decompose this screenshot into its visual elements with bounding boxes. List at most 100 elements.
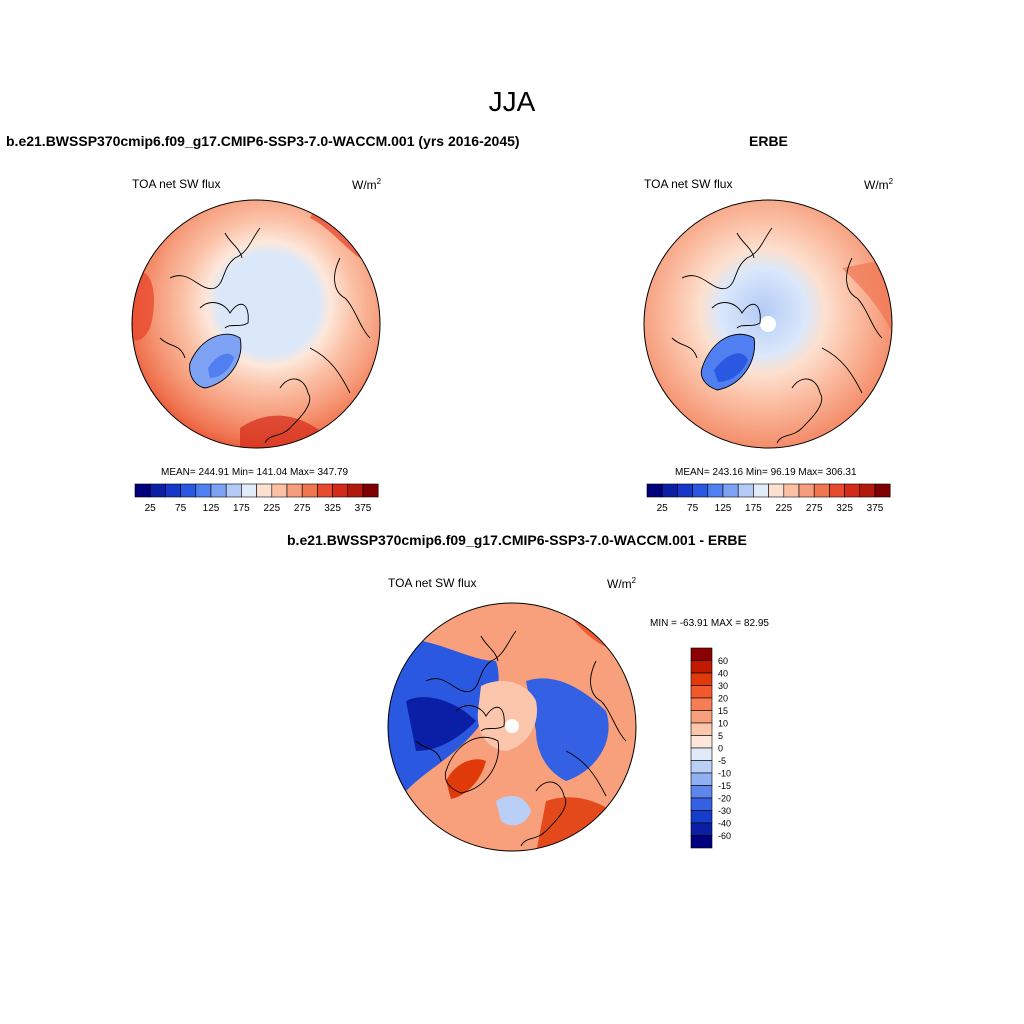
diff-pole-hole bbox=[505, 719, 519, 733]
diff-variable-label: TOA net SW flux bbox=[388, 576, 477, 590]
diff-colorbar-box bbox=[690, 697, 713, 711]
diff-colorbar-label: 10 bbox=[718, 719, 728, 729]
diff-colorbar-box bbox=[690, 772, 713, 786]
obs-colorbar-box bbox=[844, 483, 861, 498]
model-colorbar-box bbox=[195, 483, 212, 498]
diff-arctic-archipelago-negative bbox=[406, 697, 476, 751]
model-colorbar-box bbox=[332, 483, 349, 498]
obs-colorbar-label: 275 bbox=[806, 503, 823, 514]
obs-colorbar-label: 225 bbox=[775, 503, 792, 514]
model-colorbar-box bbox=[271, 483, 288, 498]
model-colorbar-box bbox=[149, 483, 166, 498]
diff-colorbar-label: 40 bbox=[718, 669, 728, 679]
obs-colorbar-box bbox=[661, 483, 678, 498]
model-colorbar-label: 325 bbox=[324, 503, 341, 514]
model-colorbar-box bbox=[165, 483, 181, 498]
diff-colorbar-label: -10 bbox=[718, 769, 731, 779]
model-colorbar-label: 275 bbox=[294, 503, 311, 514]
diff-map-border bbox=[387, 602, 637, 852]
model-field bbox=[132, 200, 380, 448]
diff-colorbar-box bbox=[690, 810, 713, 824]
obs-coastlines bbox=[671, 227, 883, 444]
diff-colorbar-box bbox=[690, 747, 713, 761]
figure-title: JJA bbox=[488, 86, 536, 117]
model-colorbar-label: 125 bbox=[203, 503, 220, 514]
obs-panel-title: ERBE bbox=[749, 133, 788, 149]
model-colorbar-label: 75 bbox=[175, 503, 187, 514]
obs-colorbar-label: 325 bbox=[836, 503, 853, 514]
model-colorbar-box bbox=[134, 483, 151, 498]
model-colorbar-label: 375 bbox=[355, 503, 372, 514]
obs-polar-map bbox=[643, 199, 893, 449]
diff-greenland-positive bbox=[446, 759, 486, 799]
diff-colorbar-label: 15 bbox=[718, 706, 728, 716]
diff-colorbar-box bbox=[690, 710, 713, 724]
model-colorbar-box bbox=[180, 483, 197, 498]
diff-colorbar-box bbox=[690, 822, 713, 836]
obs-colorbar-box bbox=[692, 483, 709, 498]
diff-colorbar-box bbox=[690, 760, 713, 774]
obs-colorbar-label: 125 bbox=[715, 503, 732, 514]
obs-colorbar-box bbox=[783, 483, 800, 498]
diff-colorbar-label: -5 bbox=[718, 756, 726, 766]
model-units-label: W/m2 bbox=[352, 177, 382, 192]
diff-colorbar-label: -60 bbox=[718, 831, 731, 841]
diff-colorbar-box bbox=[690, 797, 713, 811]
diff-colorbar-box bbox=[690, 672, 713, 686]
model-colorbar-label: 225 bbox=[263, 503, 280, 514]
diff-atlantic-negative bbox=[496, 795, 531, 826]
diff-polar-map bbox=[387, 602, 637, 852]
model-colorbar-box bbox=[210, 483, 227, 498]
model-colorbar-box bbox=[225, 483, 242, 498]
diff-colorbar-label: -40 bbox=[718, 819, 731, 829]
diff-colorbar: 60 40 30 20 15 10 5 0 -5 -10 -15 -20 -30 -40 -60 bbox=[690, 647, 731, 849]
obs-colorbar-label: 175 bbox=[745, 503, 762, 514]
model-polar-map bbox=[131, 199, 381, 449]
obs-colorbar-box bbox=[874, 483, 891, 498]
obs-pole-hole bbox=[760, 316, 776, 332]
obs-colorbar-box bbox=[829, 483, 845, 498]
diff-colorbar-label: 5 bbox=[718, 731, 723, 741]
obs-colorbar-box bbox=[677, 483, 693, 498]
model-panel-title: b.e21.BWSSP370cmip6.f09_g17.CMIP6-SSP3-7… bbox=[6, 133, 520, 149]
diff-units-label: W/m2 bbox=[607, 576, 637, 591]
obs-colorbar-label: 75 bbox=[687, 503, 699, 514]
diff-colorbar-box bbox=[690, 660, 713, 674]
model-colorbar-box bbox=[362, 483, 379, 498]
diff-colorbar-box bbox=[690, 785, 713, 799]
model-colorbar-box bbox=[301, 483, 318, 498]
obs-colorbar-box bbox=[722, 483, 739, 498]
model-variable-label: TOA net SW flux bbox=[132, 177, 221, 191]
diff-colorbar-box bbox=[690, 735, 713, 749]
diff-colorbar-label: 60 bbox=[718, 656, 728, 666]
obs-stats: MEAN= 243.16 Min= 96.19 Max= 306.31 bbox=[675, 467, 857, 478]
diff-stats: MIN = -63.91 MAX = 82.95 bbox=[650, 618, 769, 629]
model-colorbar-box bbox=[241, 483, 257, 498]
model-colorbar: 25 75 125 175 225 275 325 375 bbox=[134, 483, 379, 514]
diff-panel-title: b.e21.BWSSP370cmip6.f09_g17.CMIP6-SSP3-7… bbox=[287, 532, 747, 548]
model-stats: MEAN= 244.91 Min= 141.04 Max= 347.79 bbox=[161, 467, 349, 478]
diff-colorbar-label: -30 bbox=[718, 806, 731, 816]
obs-map-border bbox=[643, 199, 893, 449]
obs-units-label: W/m2 bbox=[864, 177, 894, 192]
obs-colorbar-box bbox=[707, 483, 724, 498]
diff-siberia-negative bbox=[526, 678, 609, 781]
diff-colorbar-label: 0 bbox=[718, 744, 723, 754]
obs-colorbar-box bbox=[768, 483, 785, 498]
diff-colorbar-box bbox=[690, 685, 713, 699]
model-colorbar-box bbox=[347, 483, 364, 498]
obs-colorbar: 25 75 125 175 225 275 325 375 bbox=[646, 483, 891, 514]
obs-asia-high bbox=[842, 258, 892, 338]
obs-colorbar-label: 375 bbox=[867, 503, 884, 514]
model-coastlines bbox=[159, 227, 371, 444]
obs-colorbar-box bbox=[813, 483, 830, 498]
diff-colorbar-label: 20 bbox=[718, 694, 728, 704]
diff-colorbar-box bbox=[690, 647, 713, 661]
obs-colorbar-box bbox=[798, 483, 815, 498]
diff-colorbar-label: -15 bbox=[718, 781, 731, 791]
model-colorbar-box bbox=[256, 483, 273, 498]
model-map-border bbox=[131, 199, 381, 449]
model-colorbar-box bbox=[317, 483, 333, 498]
diff-colorbar-label: -20 bbox=[718, 794, 731, 804]
model-colorbar-label: 25 bbox=[145, 503, 157, 514]
